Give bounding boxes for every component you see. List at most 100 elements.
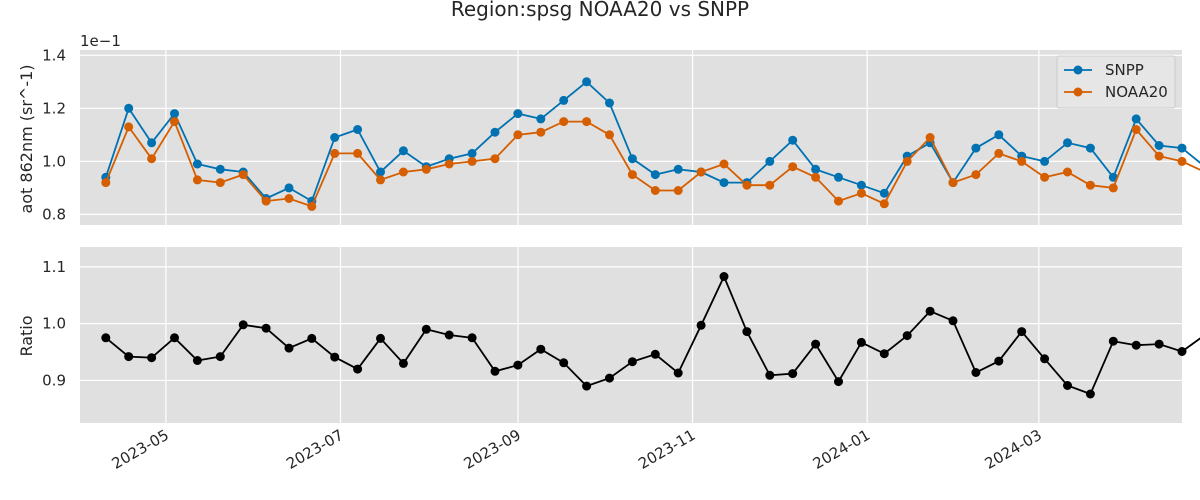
top-y-tick-label: 1.0	[42, 152, 66, 170]
data-point-ratio	[192, 356, 202, 365]
data-point-ratio	[834, 377, 843, 387]
bottom-panel: 0.9 1.0 1.1 2023-05 2023-07 2023-09 2023-11 202…	[42, 247, 1200, 473]
data-point-noaa20	[536, 127, 546, 137]
data-point-noaa20	[170, 117, 179, 127]
data-point-ratio	[765, 370, 775, 380]
data-point-ratio	[307, 333, 317, 343]
data-point-noaa20	[238, 170, 248, 180]
data-point-noaa20	[1040, 172, 1050, 182]
data-point-noaa20	[1131, 125, 1141, 134]
data-point-snpp	[353, 125, 363, 134]
data-point-ratio	[559, 358, 569, 368]
data-point-ratio	[513, 360, 523, 370]
data-point-ratio	[902, 331, 912, 341]
data-point-snpp	[490, 127, 500, 137]
data-point-ratio	[147, 353, 157, 363]
data-point-ratio	[742, 327, 752, 337]
chart-title: Region:spsg NOAA20 vs SNPP	[451, 0, 749, 21]
data-point-noaa20	[284, 194, 294, 203]
data-point-ratio	[719, 272, 729, 281]
data-point-snpp	[788, 135, 798, 145]
data-point-noaa20	[765, 180, 775, 190]
legend-marker-snpp	[1073, 65, 1083, 75]
data-point-snpp	[605, 98, 614, 108]
data-point-noaa20	[811, 172, 821, 182]
legend-entry-snpp: SNPP	[1064, 61, 1144, 79]
data-point-ratio	[101, 333, 111, 343]
data-point-snpp	[856, 180, 866, 190]
data-point-ratio	[879, 349, 889, 359]
data-point-ratio	[856, 337, 866, 347]
data-point-noaa20	[605, 130, 614, 140]
data-point-noaa20	[719, 159, 729, 169]
data-point-snpp	[673, 164, 683, 174]
data-point-noaa20	[215, 178, 225, 188]
data-point-ratio	[925, 306, 935, 316]
data-point-snpp	[215, 164, 225, 174]
data-point-snpp	[582, 77, 592, 87]
data-point-ratio	[444, 330, 454, 340]
data-point-ratio	[811, 339, 821, 349]
data-point-noaa20	[994, 148, 1004, 158]
data-point-snpp	[1108, 172, 1118, 182]
data-point-noaa20	[673, 186, 683, 195]
data-point-snpp	[834, 172, 843, 182]
data-point-snpp	[513, 109, 523, 119]
data-point-noaa20	[856, 188, 866, 198]
bottom-y-tick-label: 1.0	[42, 315, 66, 333]
data-point-snpp	[994, 130, 1004, 140]
legend: SNPP NOAA20	[1056, 55, 1176, 109]
data-point-snpp	[536, 114, 546, 124]
data-point-ratio	[376, 333, 385, 343]
data-point-noaa20	[1063, 167, 1072, 177]
data-point-snpp	[192, 159, 202, 169]
data-point-snpp	[1040, 156, 1050, 166]
data-point-ratio	[536, 344, 546, 354]
data-point-noaa20	[330, 148, 340, 158]
data-point-noaa20	[925, 133, 935, 142]
x-tick-label: 2023-11	[635, 426, 698, 473]
data-point-ratio	[1085, 389, 1095, 399]
data-point-noaa20	[490, 154, 500, 164]
data-point-snpp	[1177, 143, 1187, 153]
data-point-noaa20	[1085, 180, 1095, 190]
data-point-snpp	[330, 133, 340, 142]
data-point-snpp	[1154, 141, 1164, 150]
data-point-ratio	[1063, 381, 1072, 390]
data-point-ratio	[170, 333, 179, 343]
data-point-ratio	[948, 316, 958, 326]
bottom-y-axis-label: Ratio	[17, 315, 36, 356]
data-point-ratio	[627, 357, 637, 367]
data-point-noaa20	[353, 148, 363, 158]
data-point-noaa20	[261, 196, 271, 206]
data-point-snpp	[170, 109, 179, 119]
data-point-noaa20	[788, 162, 798, 172]
data-point-ratio	[673, 368, 683, 378]
data-point-noaa20	[421, 164, 431, 174]
x-tick-label: 2024-03	[982, 426, 1045, 473]
data-point-snpp	[124, 103, 134, 113]
data-point-ratio	[1040, 354, 1050, 364]
data-point-snpp	[1085, 143, 1095, 153]
data-point-noaa20	[376, 175, 385, 185]
data-point-noaa20	[742, 180, 752, 190]
data-point-snpp	[1131, 114, 1141, 124]
data-point-noaa20	[398, 167, 408, 177]
legend-marker-noaa20	[1073, 87, 1083, 97]
data-point-noaa20	[627, 170, 637, 180]
data-point-noaa20	[879, 199, 889, 209]
data-point-noaa20	[696, 167, 706, 177]
data-point-ratio	[353, 364, 363, 374]
data-point-noaa20	[192, 175, 202, 185]
data-point-snpp	[879, 188, 889, 198]
data-point-ratio	[605, 373, 614, 383]
data-point-snpp	[765, 156, 775, 166]
top-plot-area	[80, 50, 1182, 225]
data-point-ratio	[582, 381, 592, 391]
data-point-ratio	[261, 323, 271, 333]
data-point-noaa20	[101, 178, 111, 188]
data-point-snpp	[719, 178, 729, 188]
data-point-snpp	[971, 143, 981, 153]
top-y-tick-label: 1.4	[42, 46, 66, 64]
